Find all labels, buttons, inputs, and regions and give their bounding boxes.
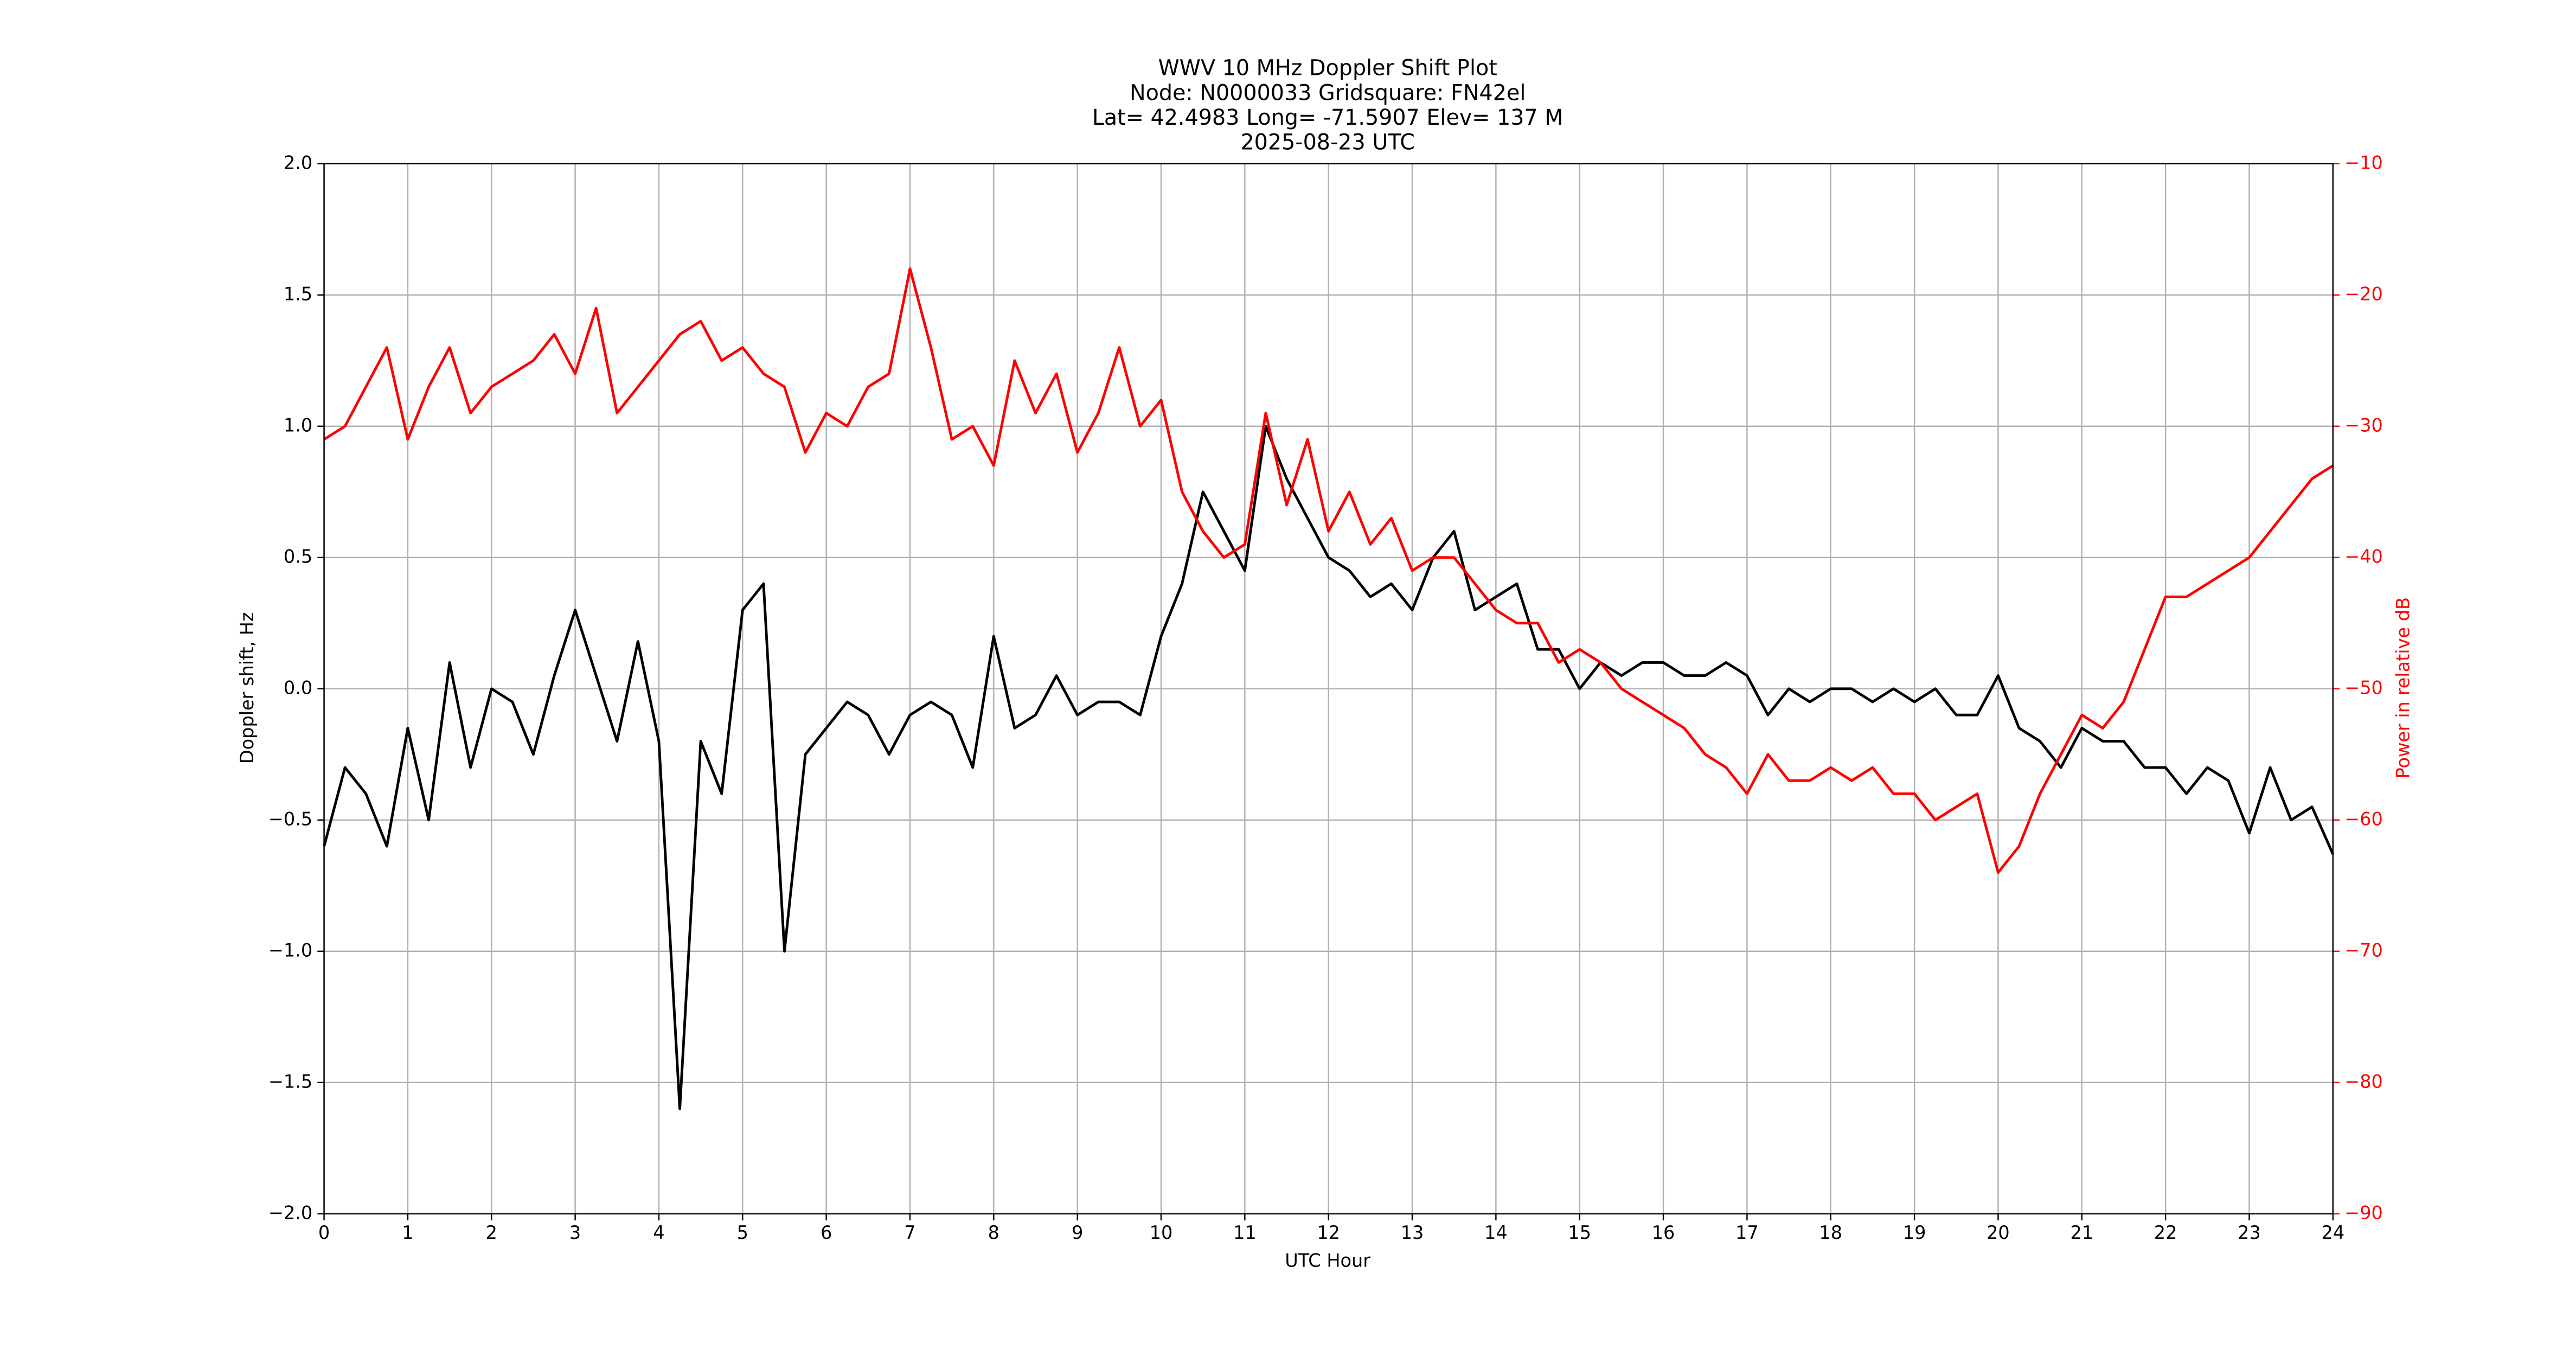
x-axis-label: UTC Hour — [1285, 1250, 1370, 1271]
y2-tick-label: −80 — [2344, 1071, 2383, 1092]
chart-subtitle: Lat= 42.4983 Long= -71.5907 Elev= 137 M — [1092, 105, 1563, 130]
y2-tick-label: −20 — [2344, 283, 2383, 304]
x-tick-label: 24 — [2322, 1222, 2345, 1243]
x-tick-label: 14 — [1484, 1222, 1508, 1243]
y-tick-label: −0.5 — [268, 808, 312, 829]
x-tick-label: 12 — [1317, 1222, 1340, 1243]
chart-subtitle: Node: N0000033 Gridsquare: FN42el — [1130, 80, 1526, 105]
y2-tick-label: −90 — [2344, 1202, 2383, 1223]
x-tick-label: 0 — [318, 1222, 330, 1243]
y-tick-label: 2.0 — [284, 152, 312, 173]
x-tick-label: 13 — [1401, 1222, 1424, 1243]
x-tick-label: 2 — [486, 1222, 497, 1243]
chart-subtitle: 2025-08-23 UTC — [1240, 130, 1414, 155]
x-tick-label: 11 — [1233, 1222, 1257, 1243]
x-tick-label: 5 — [737, 1222, 748, 1243]
y2-tick-label: −70 — [2344, 939, 2383, 961]
x-tick-label: 7 — [904, 1222, 915, 1243]
y2-axis-label: Power in relative dB — [2392, 597, 2413, 779]
x-tick-label: 9 — [1072, 1222, 1083, 1243]
x-tick-label: 17 — [1735, 1222, 1759, 1243]
y2-tick-label: −60 — [2344, 808, 2383, 829]
x-tick-label: 1 — [402, 1222, 413, 1243]
x-tick-label: 19 — [1903, 1222, 1926, 1243]
x-tick-label: 20 — [1987, 1222, 2010, 1243]
x-tick-label: 23 — [2238, 1222, 2261, 1243]
x-tick-label: 18 — [1819, 1222, 1842, 1243]
x-tick-label: 8 — [988, 1222, 999, 1243]
y2-tick-label: −10 — [2344, 152, 2383, 173]
data-line — [323, 425, 2335, 1110]
x-tick-label: 6 — [821, 1222, 832, 1243]
y-tick-label: −1.5 — [268, 1071, 312, 1092]
chart-title: WWV 10 MHz Doppler Shift Plot — [1158, 56, 1497, 81]
y2-tick-label: −30 — [2344, 414, 2383, 436]
y-tick-label: 1.5 — [284, 283, 312, 304]
y2-tick-label: −50 — [2344, 677, 2383, 698]
x-tick-label: 3 — [569, 1222, 581, 1243]
y-tick-label: −2.0 — [268, 1202, 312, 1223]
plot-frame — [323, 163, 2334, 1215]
x-tick-label: 4 — [653, 1222, 664, 1243]
y-tick-label: 0.0 — [284, 677, 312, 698]
y-tick-label: 1.0 — [284, 414, 312, 436]
x-tick-label: 10 — [1150, 1222, 1173, 1243]
x-tick-label: 16 — [1652, 1222, 1675, 1243]
y-tick-label: 0.5 — [284, 546, 312, 567]
x-tick-label: 21 — [2070, 1222, 2093, 1243]
y2-tick-label: −40 — [2344, 546, 2383, 567]
x-tick-label: 22 — [2154, 1222, 2177, 1243]
y-tick-label: −1.0 — [268, 939, 312, 961]
y-axis-label: Doppler shift, Hz — [236, 612, 258, 764]
data-line — [323, 267, 2334, 874]
x-tick-label: 15 — [1568, 1222, 1591, 1243]
